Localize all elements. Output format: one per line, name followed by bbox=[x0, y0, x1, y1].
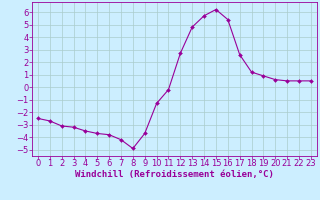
X-axis label: Windchill (Refroidissement éolien,°C): Windchill (Refroidissement éolien,°C) bbox=[75, 170, 274, 179]
